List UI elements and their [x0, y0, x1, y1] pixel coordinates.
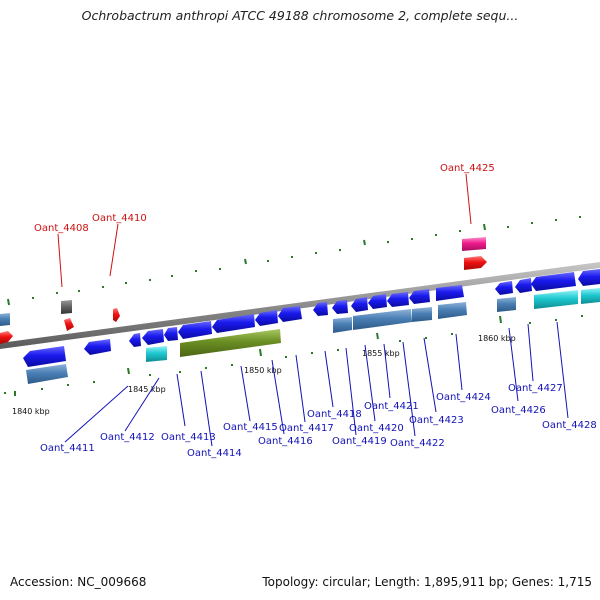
genome-stats-label: Topology: circular; Length: 1,895,911 bp…	[262, 575, 592, 589]
gene-Oant_4408b[interactable]	[64, 318, 74, 331]
gene-Oant_4426[interactable]	[495, 281, 513, 295]
label-Oant_4417[interactable]: Oant_4417	[279, 423, 334, 434]
gene-Oant_4422[interactable]	[368, 294, 387, 309]
scale-label-1850: 1850 kbp	[244, 366, 282, 375]
gene-Oant_4420[interactable]	[332, 300, 348, 314]
gene-left-red[interactable]	[0, 331, 13, 344]
label-Oant_4428[interactable]: Oant_4428	[542, 420, 597, 431]
label-Oant_4427[interactable]: Oant_4427	[508, 383, 563, 394]
gene-Oant_4418[interactable]	[278, 306, 302, 322]
gene-Oant_4420b[interactable]	[353, 309, 412, 330]
gene-Oant_4424b[interactable]	[438, 302, 467, 319]
gene-Oant_4419[interactable]	[313, 302, 328, 316]
label-Oant_4408[interactable]: Oant_4408	[34, 223, 89, 234]
label-Oant_4421[interactable]: Oant_4421	[364, 401, 419, 412]
label-Oant_4414[interactable]: Oant_4414	[187, 448, 242, 459]
gene-Oant_4414[interactable]	[164, 327, 178, 341]
gene-Oant_4417[interactable]	[255, 310, 278, 326]
gene-row-upper-1	[0, 237, 487, 344]
scale-labels: 1840 kbp 1845 kbp 1850 kbp 1855 kbp 1860…	[12, 334, 516, 416]
gene-Oant_4428[interactable]	[578, 269, 600, 286]
gene-Oant_4427b[interactable]	[531, 272, 576, 291]
gene-Oant_4410[interactable]	[113, 308, 120, 322]
label-Oant_4425[interactable]: Oant_4425	[440, 163, 495, 174]
accession-label: Accession: NC_009668	[10, 575, 147, 589]
tick-track-outer	[7, 216, 581, 306]
gene-Oant_4412a[interactable]	[84, 339, 111, 355]
gene-Oant_4427c[interactable]	[534, 290, 578, 309]
gene-Oant_4415[interactable]	[178, 321, 212, 339]
gene-Oant_4423[interactable]	[387, 292, 409, 307]
scale-label-1845: 1845 kbp	[128, 385, 166, 394]
gene-Oant_4428b[interactable]	[581, 288, 600, 304]
label-Oant_4412[interactable]: Oant_4412	[100, 432, 155, 443]
label-Oant_4419[interactable]: Oant_4419	[332, 436, 387, 447]
gene-Oant_4421[interactable]	[351, 297, 368, 312]
label-Oant_4410[interactable]: Oant_4410	[92, 213, 147, 224]
gene-Oant_4415b[interactable]	[180, 329, 281, 357]
gene-Oant_4408[interactable]	[61, 300, 72, 314]
gene-Oant_4425[interactable]	[462, 237, 486, 251]
scale-label-1855: 1855 kbp	[362, 349, 400, 358]
gene-row-lower	[23, 269, 600, 384]
gene-Oant_4422b[interactable]	[412, 307, 432, 322]
label-connectors-blue	[64, 321, 569, 447]
label-Oant_4411[interactable]: Oant_4411	[40, 443, 95, 454]
gene-Oant_4427[interactable]	[515, 278, 532, 293]
gene-Oant_4413b[interactable]	[146, 346, 167, 362]
gene-Oant_4413[interactable]	[142, 329, 164, 345]
label-connectors-red	[57, 173, 472, 288]
label-Oant_4416[interactable]: Oant_4416	[258, 436, 313, 447]
gene-left-steel[interactable]	[0, 313, 10, 326]
label-Oant_4426[interactable]: Oant_4426	[491, 405, 546, 416]
gene-Oant_4411b[interactable]	[26, 364, 68, 384]
chromosome-backbone	[0, 262, 600, 349]
gene-Oant_4424[interactable]	[436, 285, 464, 301]
gene-Oant_4416[interactable]	[212, 314, 255, 333]
map-title: Ochrobactrum anthropi ATCC 49188 chromos…	[81, 8, 519, 23]
gene-Oant_4411[interactable]	[23, 346, 66, 367]
label-Oant_4422[interactable]: Oant_4422	[390, 438, 445, 449]
label-Oant_4418[interactable]: Oant_4418	[307, 409, 362, 420]
tick-track-inner	[4, 315, 583, 396]
gene-Oant_4412[interactable]	[129, 333, 141, 347]
label-Oant_4413[interactable]: Oant_4413	[161, 432, 216, 443]
label-Oant_4424[interactable]: Oant_4424	[436, 392, 491, 403]
label-Oant_4423[interactable]: Oant_4423	[409, 415, 464, 426]
scale-label-1840: 1840 kbp	[12, 407, 50, 416]
scale-label-1860: 1860 kbp	[478, 334, 516, 343]
label-Oant_4420[interactable]: Oant_4420	[349, 423, 404, 434]
label-Oant_4415[interactable]: Oant_4415	[223, 422, 278, 433]
gene-Oant_4425b[interactable]	[464, 256, 487, 270]
gene-Oant_4426b[interactable]	[497, 297, 516, 312]
gene-Oant_4419b[interactable]	[333, 317, 352, 333]
gene-Oant_4423b[interactable]	[409, 289, 430, 304]
gene-labels: Oant_4408 Oant_4410 Oant_4425 Oant_4411 …	[34, 163, 597, 459]
